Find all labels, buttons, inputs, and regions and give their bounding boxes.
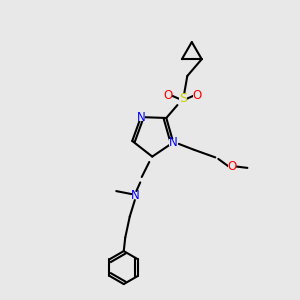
FancyBboxPatch shape (194, 92, 201, 99)
FancyBboxPatch shape (131, 192, 140, 199)
FancyBboxPatch shape (165, 92, 172, 99)
FancyBboxPatch shape (228, 163, 236, 170)
FancyBboxPatch shape (169, 139, 178, 146)
Text: O: O (227, 160, 236, 173)
FancyBboxPatch shape (136, 113, 146, 121)
Text: O: O (193, 89, 202, 102)
Text: S: S (179, 92, 187, 105)
Text: N: N (136, 111, 145, 124)
Text: N: N (131, 189, 140, 202)
Text: O: O (164, 89, 173, 102)
Text: N: N (169, 136, 178, 149)
FancyBboxPatch shape (178, 95, 187, 102)
